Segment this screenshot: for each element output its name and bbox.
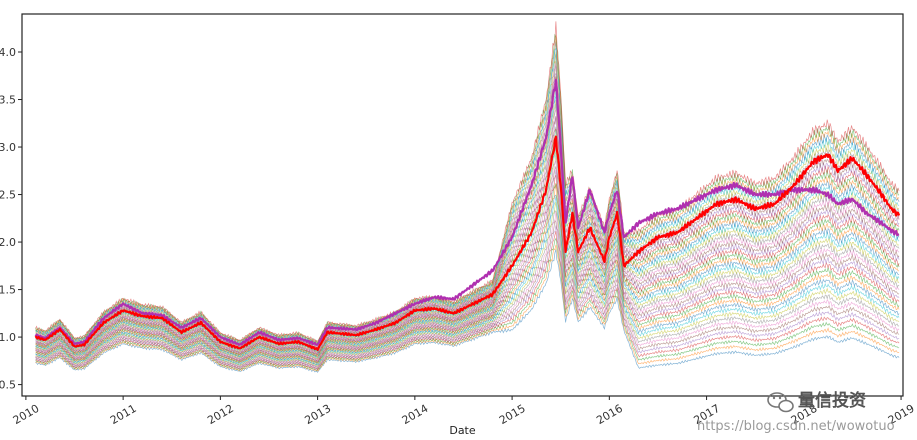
watermark-url: https://blog.csdn.net/wowotuo bbox=[697, 419, 895, 434]
background-series-line bbox=[35, 21, 900, 343]
background-series-line bbox=[35, 150, 900, 360]
y-tick-label: 3.0 bbox=[0, 141, 16, 154]
y-axis: 0.5 1.0 1.5 2.0 2.5 3.0 3.5 4.0 bbox=[0, 46, 22, 392]
x-axis-title: Date bbox=[449, 424, 476, 437]
background-series-line bbox=[35, 201, 900, 367]
background-series-group bbox=[35, 21, 900, 373]
highlight-series-group bbox=[34, 78, 901, 352]
y-tick-label: 3.5 bbox=[0, 94, 16, 107]
y-tick-label: 1.0 bbox=[0, 331, 16, 344]
background-series-line bbox=[35, 219, 900, 370]
y-tick-label: 0.5 bbox=[0, 379, 16, 392]
background-series-line bbox=[35, 170, 900, 362]
background-series-line bbox=[35, 34, 900, 345]
background-series-line bbox=[35, 231, 900, 371]
background-series-line bbox=[35, 210, 900, 367]
series-line-magenta bbox=[34, 78, 900, 346]
watermark: 量信投资 https://blog.csdn.net/wowotuo bbox=[697, 390, 895, 434]
y-tick-label: 2.5 bbox=[0, 189, 16, 202]
series-line-red bbox=[34, 135, 901, 352]
plot-frame bbox=[21, 13, 904, 397]
y-tick-label: 2.0 bbox=[0, 236, 16, 249]
background-series-line bbox=[35, 244, 900, 372]
watermark-brand: 量信投资 bbox=[798, 390, 866, 411]
y-tick-label: 4.0 bbox=[0, 46, 16, 59]
y-tick-label: 1.5 bbox=[0, 284, 16, 297]
background-series-line bbox=[35, 225, 900, 370]
background-series-line bbox=[35, 249, 900, 373]
background-series-line bbox=[35, 183, 900, 364]
background-series-line bbox=[35, 103, 900, 354]
wechat-logo-icon bbox=[767, 392, 794, 413]
